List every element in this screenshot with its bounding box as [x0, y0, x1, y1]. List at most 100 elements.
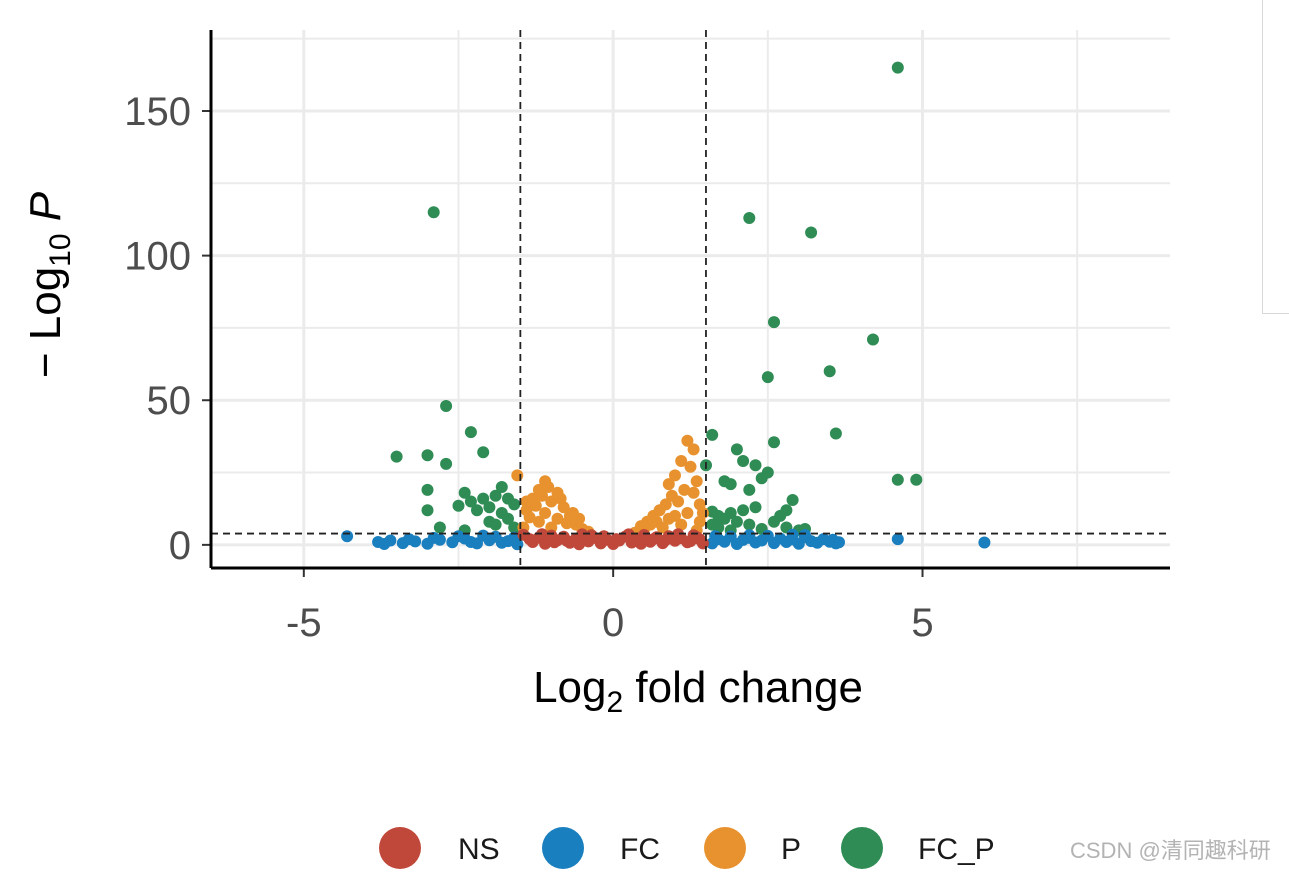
x-axis-title: Log2 fold change [533, 663, 863, 719]
y-axis-title: − Log10 P [21, 191, 77, 378]
point-fc-p [464, 495, 477, 508]
point-p [669, 469, 681, 482]
legend-swatch-fc-p [841, 827, 883, 869]
x-tick-label: 5 [911, 601, 933, 645]
point-fc-p [730, 515, 743, 528]
x-tick-label: 0 [602, 601, 624, 645]
point-fc-p [737, 455, 750, 467]
point-fc-p [718, 512, 731, 525]
point-fc-p [440, 457, 453, 470]
point-ns [659, 533, 672, 546]
x-axis-title-rest: fold change [623, 663, 863, 712]
x-axis-title-subscript: 2 [606, 686, 623, 719]
point-fc-p [805, 226, 818, 239]
point-fc [427, 531, 440, 544]
point-ns [548, 536, 561, 549]
point-p [681, 434, 694, 447]
point-p [684, 460, 697, 473]
point-ns [672, 528, 685, 541]
point-fc-p [464, 426, 477, 439]
legend-swatch-p [704, 827, 746, 869]
grid [211, 30, 1170, 568]
point-fc-p [743, 518, 756, 531]
legend-label-p: P [781, 833, 801, 866]
point-p [687, 443, 700, 456]
point-fc-p [508, 521, 521, 534]
point-ns [597, 530, 610, 543]
point-fc [799, 529, 811, 541]
point-fc-p [749, 459, 762, 472]
legend-swatch-ns [379, 827, 421, 869]
point-fc [709, 530, 722, 543]
point-p [573, 512, 586, 525]
point-p [523, 511, 536, 524]
legend: NS FC P FC_P [379, 827, 995, 869]
point-fc-p [421, 483, 434, 496]
y-tick-label: 100 [124, 235, 191, 279]
point-fc [743, 529, 756, 542]
point-p [511, 469, 524, 482]
cutoff-lines [211, 30, 1170, 568]
point-fc [341, 530, 354, 543]
point-fc [978, 536, 991, 549]
point-p [675, 518, 688, 531]
point-p [675, 455, 688, 467]
point-fc-p [477, 492, 490, 505]
y-tick-label: 0 [169, 524, 191, 568]
point-fc-p [730, 443, 743, 456]
point-fc-p [421, 449, 434, 462]
point-fc-p [910, 473, 923, 486]
point-fc [452, 530, 465, 543]
point-ns [622, 528, 635, 541]
point-p [542, 481, 555, 493]
point-fc-p [452, 499, 465, 512]
point-fc-p [743, 212, 756, 224]
point-p [551, 512, 564, 525]
point-ns [635, 537, 647, 550]
point-fc-p [768, 436, 780, 449]
point-fc-p [761, 371, 774, 384]
point-fc [891, 533, 904, 546]
point-fc-p [706, 428, 719, 441]
point-p [520, 495, 533, 508]
point-fc-p [891, 61, 904, 74]
point-fc-p [483, 501, 496, 514]
point-fc-p [489, 518, 502, 531]
point-fc-p [737, 504, 750, 517]
point-fc [464, 536, 477, 548]
x-tick-label: -5 [286, 601, 322, 645]
y-axis-title-subscript: 10 [44, 233, 77, 266]
point-ns [539, 537, 552, 550]
point-ns [573, 538, 586, 551]
point-p [560, 517, 573, 530]
point-fc-p [706, 505, 719, 518]
point-fc-p [743, 483, 756, 496]
point-fc-p [433, 521, 446, 534]
point-ns [585, 529, 598, 542]
point-fc-p [508, 498, 521, 511]
point-fc-p [786, 494, 799, 506]
point-ns [523, 533, 536, 546]
point-p [554, 492, 567, 505]
point-p [656, 521, 669, 534]
point-fc-p [495, 481, 508, 493]
point-p [529, 499, 542, 512]
point-p [532, 515, 545, 528]
legend-swatch-fc [542, 827, 584, 869]
point-fc-p [774, 509, 787, 522]
point-fc-p [891, 473, 904, 486]
point-fc-p [440, 400, 453, 412]
point-p [545, 495, 558, 508]
y-axis-title-rest: P [21, 191, 70, 233]
point-fc-p [724, 478, 737, 491]
point-fc-p [390, 450, 403, 463]
legend-label-fc-p: FC_P [918, 833, 995, 866]
point-p [539, 507, 552, 519]
point-fc-p [471, 504, 483, 517]
side-panel [1262, 0, 1289, 314]
point-fc-p [749, 501, 762, 514]
point-fc-p [768, 316, 780, 329]
point-fc-p [502, 512, 514, 525]
